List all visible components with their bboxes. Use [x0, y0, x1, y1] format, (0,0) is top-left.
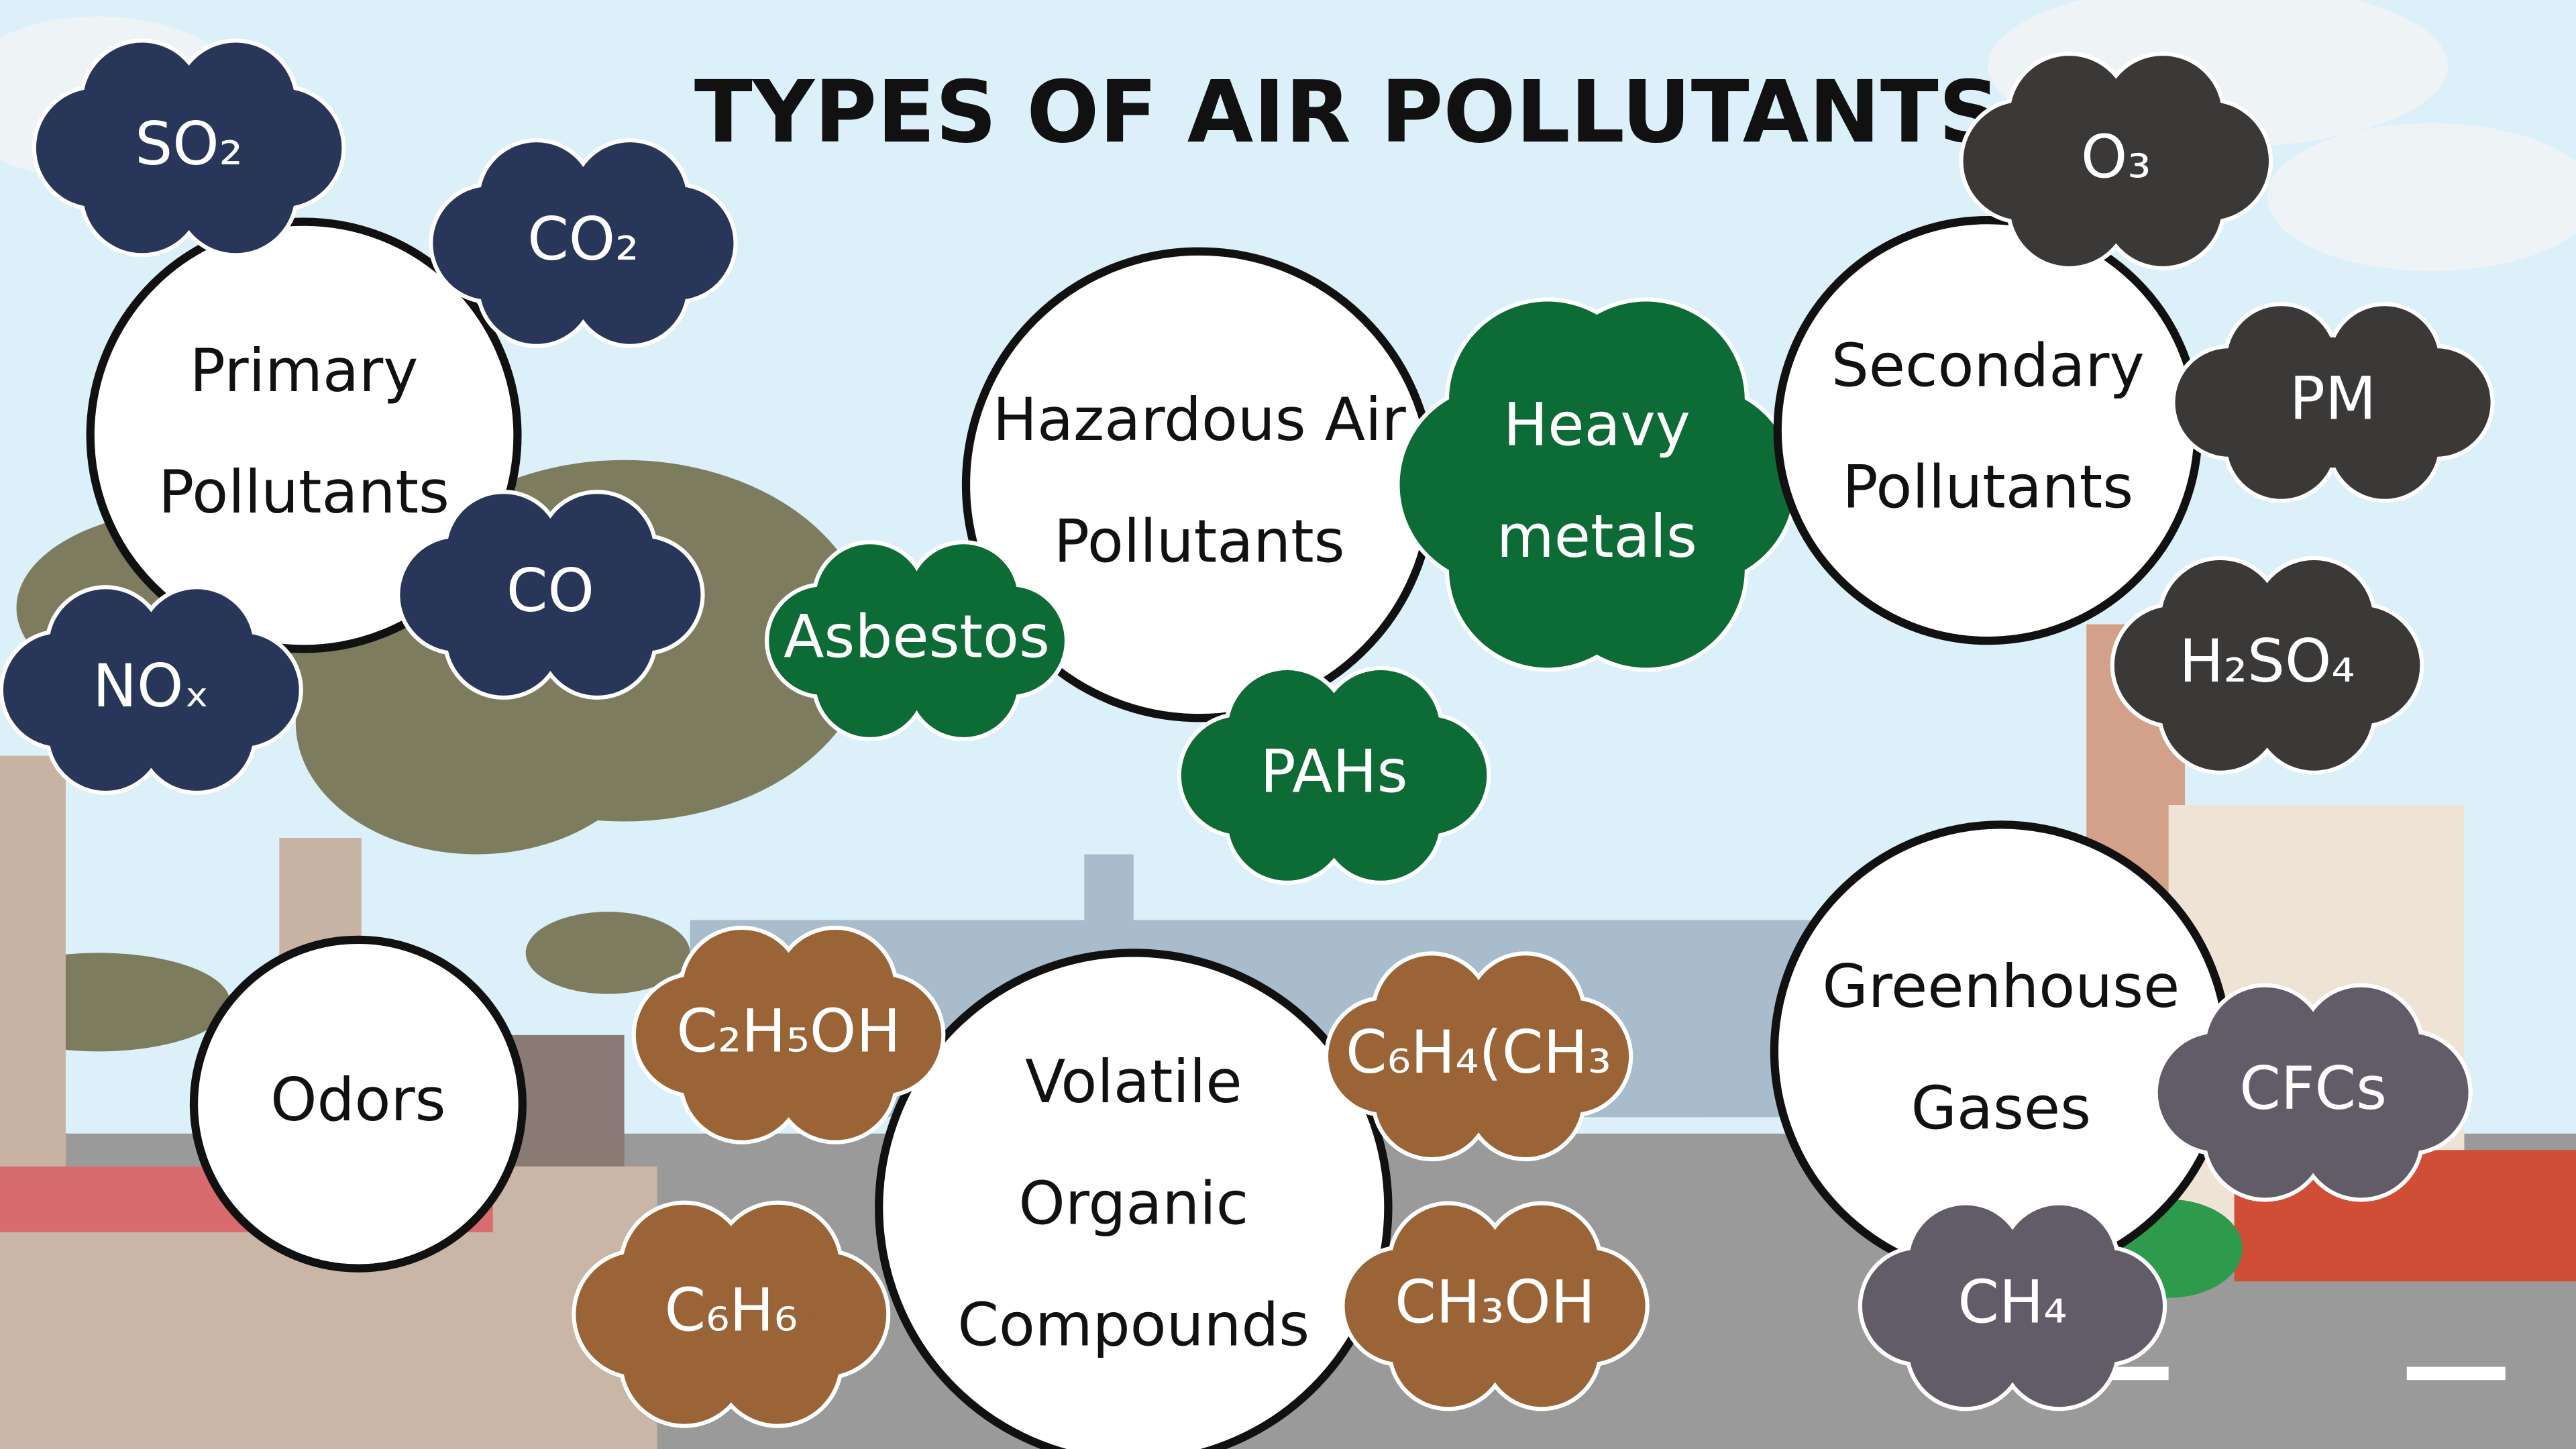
- road-mark: [2407, 1367, 2506, 1381]
- pollutant-label: PM: [2290, 364, 2376, 433]
- category-label: Greenhouse: [1822, 952, 2180, 1021]
- pollutant-label: H₂SO₄: [2179, 627, 2355, 696]
- pollutant-cloud: Heavy metals: [1400, 302, 1794, 668]
- category-label: Pollutants: [158, 458, 449, 527]
- pollutant-label: CO₂: [527, 205, 639, 274]
- pollutant-label: CH₄: [1957, 1267, 2067, 1336]
- category-label: Pollutants: [1054, 506, 1345, 576]
- title: TYPES OF AIR POLLUTANTS: [694, 63, 2000, 162]
- category-label: Odors: [270, 1065, 445, 1134]
- category-circle: [1774, 824, 2228, 1278]
- category-label: Primary: [190, 336, 419, 405]
- category-label: Gases: [1911, 1073, 2091, 1142]
- pollutant-label: C₂H₅OH: [676, 996, 900, 1065]
- infographic: TYPES OF AIR POLLUTANTS Primary Pollutant…: [0, 0, 2576, 1449]
- pollutant-label: Asbestos: [784, 602, 1050, 672]
- pollutant-label: SO₂: [135, 109, 243, 178]
- category-label: Hazardous Air: [993, 385, 1407, 454]
- pollutant-label: Heavy: [1503, 390, 1690, 460]
- pollutant-label: CO: [506, 556, 594, 625]
- category-label: Pollutants: [1842, 453, 2133, 522]
- pollutant-label: C₆H₄(CH₃: [1346, 1018, 1611, 1087]
- pollutant-label: C₆H₆: [665, 1276, 798, 1345]
- pollutant-label: PAHs: [1260, 737, 1408, 806]
- category-circle: [1778, 220, 2198, 641]
- pollutant-label: O₃: [2081, 122, 2151, 191]
- category-label: Organic: [1018, 1169, 1248, 1238]
- category-label: Secondary: [1831, 331, 2145, 400]
- category-label: Volatile: [1025, 1047, 1242, 1116]
- pollutant-label: NOₓ: [93, 651, 209, 720]
- pollutant-label: metals: [1497, 502, 1697, 571]
- pollutant-label: CH₃OH: [1395, 1267, 1595, 1336]
- group: Odors: [194, 940, 523, 1269]
- pollutant-label: CFCs: [2239, 1054, 2387, 1123]
- category-label: Compounds: [957, 1291, 1309, 1360]
- page: TYPES OF AIR POLLUTANTS Primary Pollutant…: [0, 0, 2576, 1449]
